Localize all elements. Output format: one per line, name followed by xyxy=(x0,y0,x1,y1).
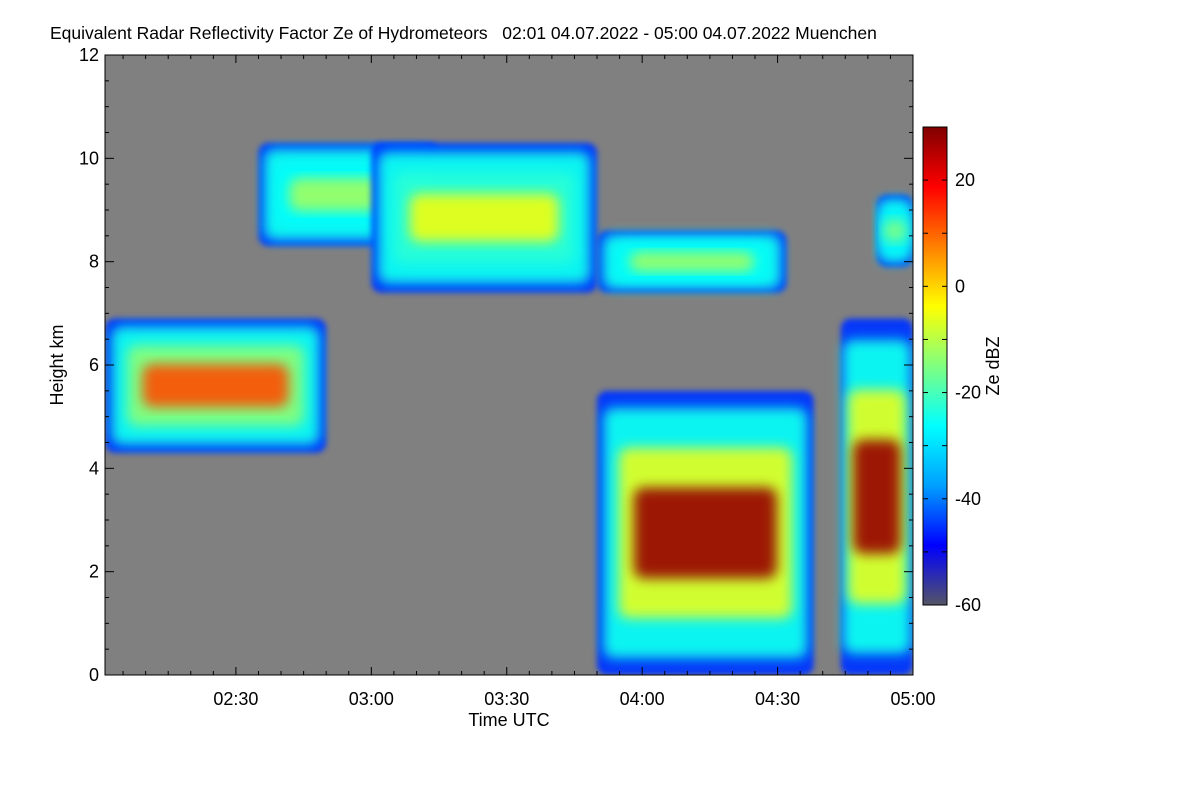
echo-region xyxy=(597,230,787,293)
colorbar: -60 -40 -20 0 20 Ze dBZ xyxy=(922,126,1003,615)
y-tick-label: 12 xyxy=(79,45,99,65)
y-tick-label: 10 xyxy=(79,148,99,168)
colorbar-tick-label: 0 xyxy=(955,276,965,296)
colorbar-ticks: -60 -40 -20 0 20 xyxy=(923,126,981,615)
colorbar-tick-label: -20 xyxy=(955,383,981,403)
y-axis: 0 2 4 6 8 10 12 xyxy=(79,45,913,685)
y-tick-label: 8 xyxy=(89,252,99,272)
y-tick-label: 6 xyxy=(89,355,99,375)
x-axis: 02:30 03:00 03:30 04:00 04:30 05:00 xyxy=(122,55,936,709)
colorbar-tick-label: 20 xyxy=(955,170,975,190)
x-tick-label: 02:30 xyxy=(213,689,258,709)
echo-region xyxy=(840,318,913,675)
x-tick-label: 04:00 xyxy=(620,689,665,709)
echo-layer xyxy=(105,142,913,675)
x-tick-label: 04:30 xyxy=(755,689,800,709)
y-tick-label: 4 xyxy=(89,458,99,478)
colorbar-fill xyxy=(922,126,948,606)
colorbar-label: Ze dBZ xyxy=(983,336,1003,395)
echo-region xyxy=(371,142,598,293)
y-tick-label: 0 xyxy=(89,665,99,685)
chart-title: Equivalent Radar Reflectivity Factor Ze … xyxy=(50,23,877,43)
colorbar-tick-label: -40 xyxy=(955,489,981,509)
x-tick-label: 03:30 xyxy=(484,689,529,709)
x-axis-label: Time UTC xyxy=(468,710,549,730)
x-tick-label: 05:00 xyxy=(890,689,935,709)
echo-region xyxy=(105,318,327,453)
colorbar-tick-label: -60 xyxy=(955,595,981,615)
y-axis-label: Height km xyxy=(47,324,67,405)
x-tick-label: 03:00 xyxy=(349,689,394,709)
y-tick-label: 2 xyxy=(89,562,99,582)
echo-region xyxy=(876,194,913,267)
echo-region xyxy=(597,390,814,675)
